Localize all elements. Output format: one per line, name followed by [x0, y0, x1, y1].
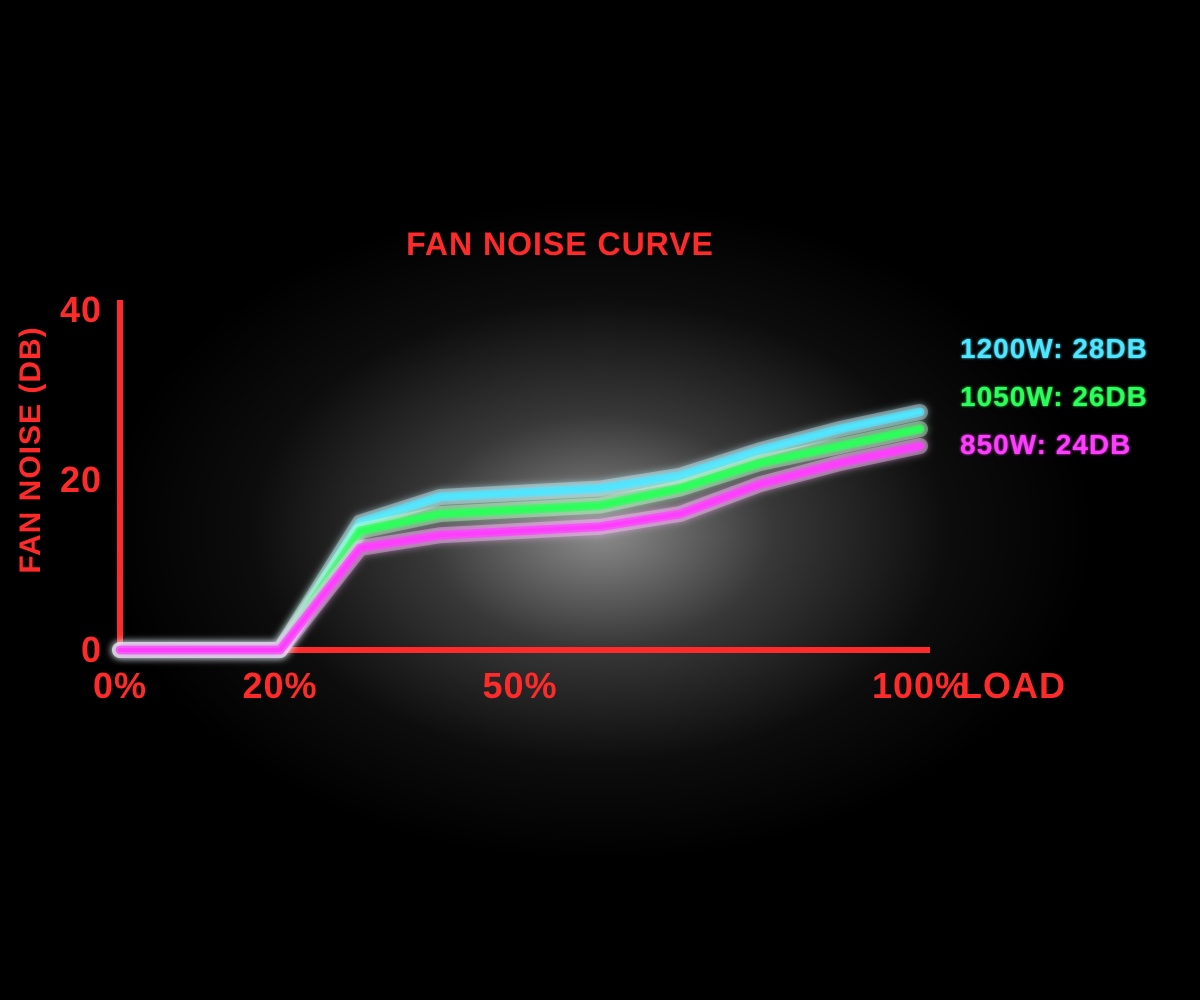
y-axis-label: FAN NOISE (DB): [14, 326, 47, 573]
x-tick-label: 20%: [242, 665, 317, 706]
y-tick-label: 40: [60, 289, 102, 330]
x-tick-label: 50%: [482, 665, 557, 706]
chart-title: FAN NOISE CURVE: [406, 226, 714, 262]
fan-noise-chart: FAN NOISE CURVE FAN NOISE (DB) LOAD 0 20 4…: [0, 0, 1200, 1000]
chart-legend: 1200W: 28DB 1050W: 26DB 850W: 24DB: [960, 333, 1148, 460]
y-tick-label: 20: [60, 459, 102, 500]
x-tick-label: 0%: [93, 665, 147, 706]
y-axis-ticks: 0 20 40: [60, 289, 102, 670]
legend-item: 850W: 24DB: [960, 429, 1131, 460]
y-tick-label: 0: [81, 629, 102, 670]
legend-item: 1200W: 28DB: [960, 333, 1148, 364]
x-axis-label: LOAD: [960, 665, 1066, 706]
legend-item: 1050W: 26DB: [960, 381, 1148, 412]
x-tick-label: 100%: [872, 665, 968, 706]
